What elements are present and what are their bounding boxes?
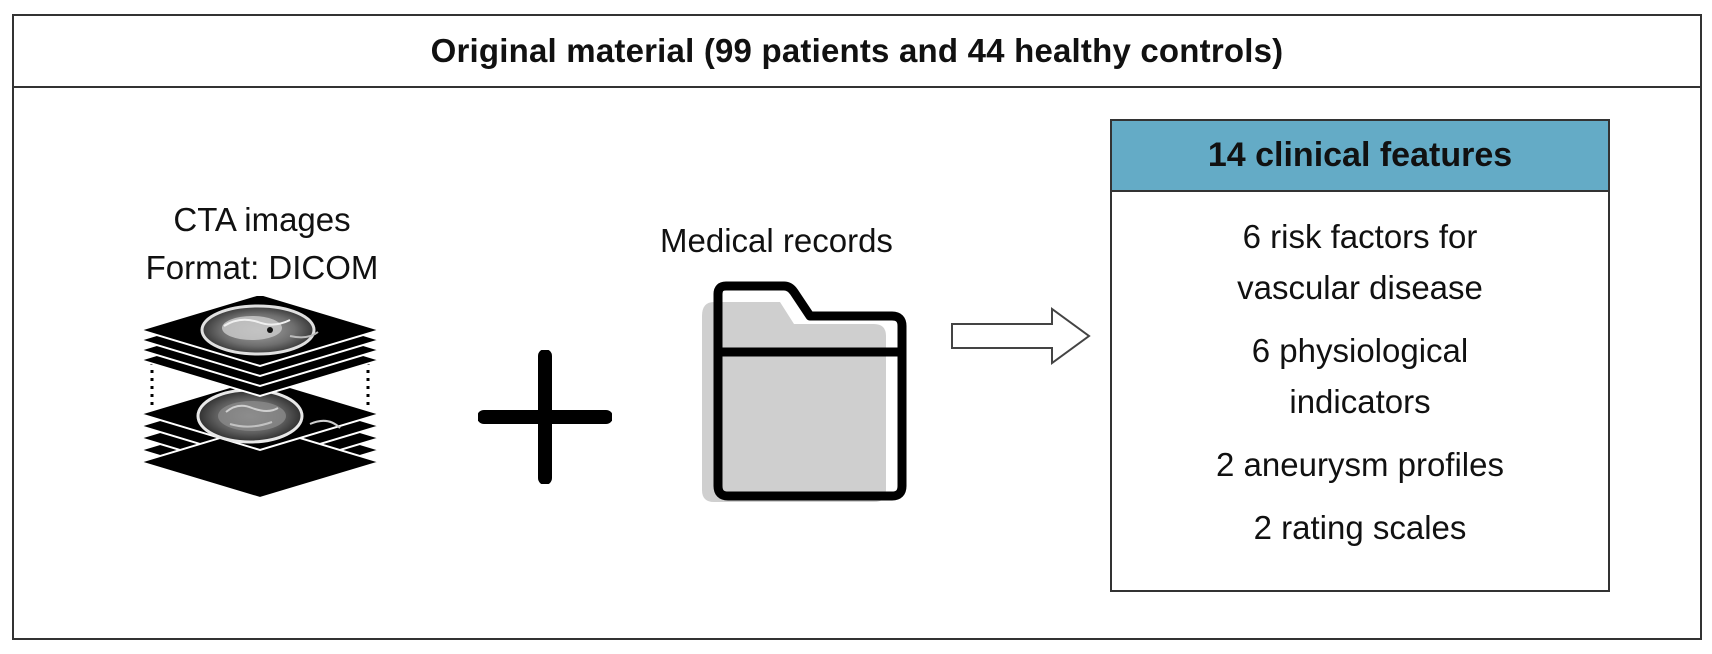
original-material-panel: Original material (99 patients and 44 he… bbox=[12, 14, 1702, 640]
feature-aneurysm-profiles: 2 aneurysm profiles bbox=[1216, 446, 1504, 483]
ct-scan-stack-icon bbox=[140, 296, 380, 500]
folder-icon bbox=[702, 281, 907, 502]
cta-images-title: CTA images bbox=[173, 201, 351, 238]
clinical-features-title: 14 clinical features bbox=[1112, 121, 1608, 192]
feature-physiological-indicators: 6 physiological indicators bbox=[1251, 332, 1469, 420]
cta-format-label: Format: DICOM bbox=[145, 249, 379, 286]
feature-rating-scales: 2 rating scales bbox=[1253, 509, 1467, 546]
arrow-right-icon bbox=[951, 307, 1091, 365]
clinical-features-box: 14 clinical features 6 risk factors for … bbox=[1110, 119, 1610, 592]
panel-title: Original material (99 patients and 44 he… bbox=[14, 16, 1700, 88]
cta-images-label: CTA images Format: DICOM bbox=[112, 196, 412, 292]
feature-risk-factors: 6 risk factors for vascular disease bbox=[1237, 218, 1483, 306]
clinical-features-list: 6 risk factors for vascular disease 6 ph… bbox=[1112, 211, 1608, 565]
medical-records-label: Medical records bbox=[660, 222, 893, 259]
plus-icon bbox=[478, 350, 612, 484]
